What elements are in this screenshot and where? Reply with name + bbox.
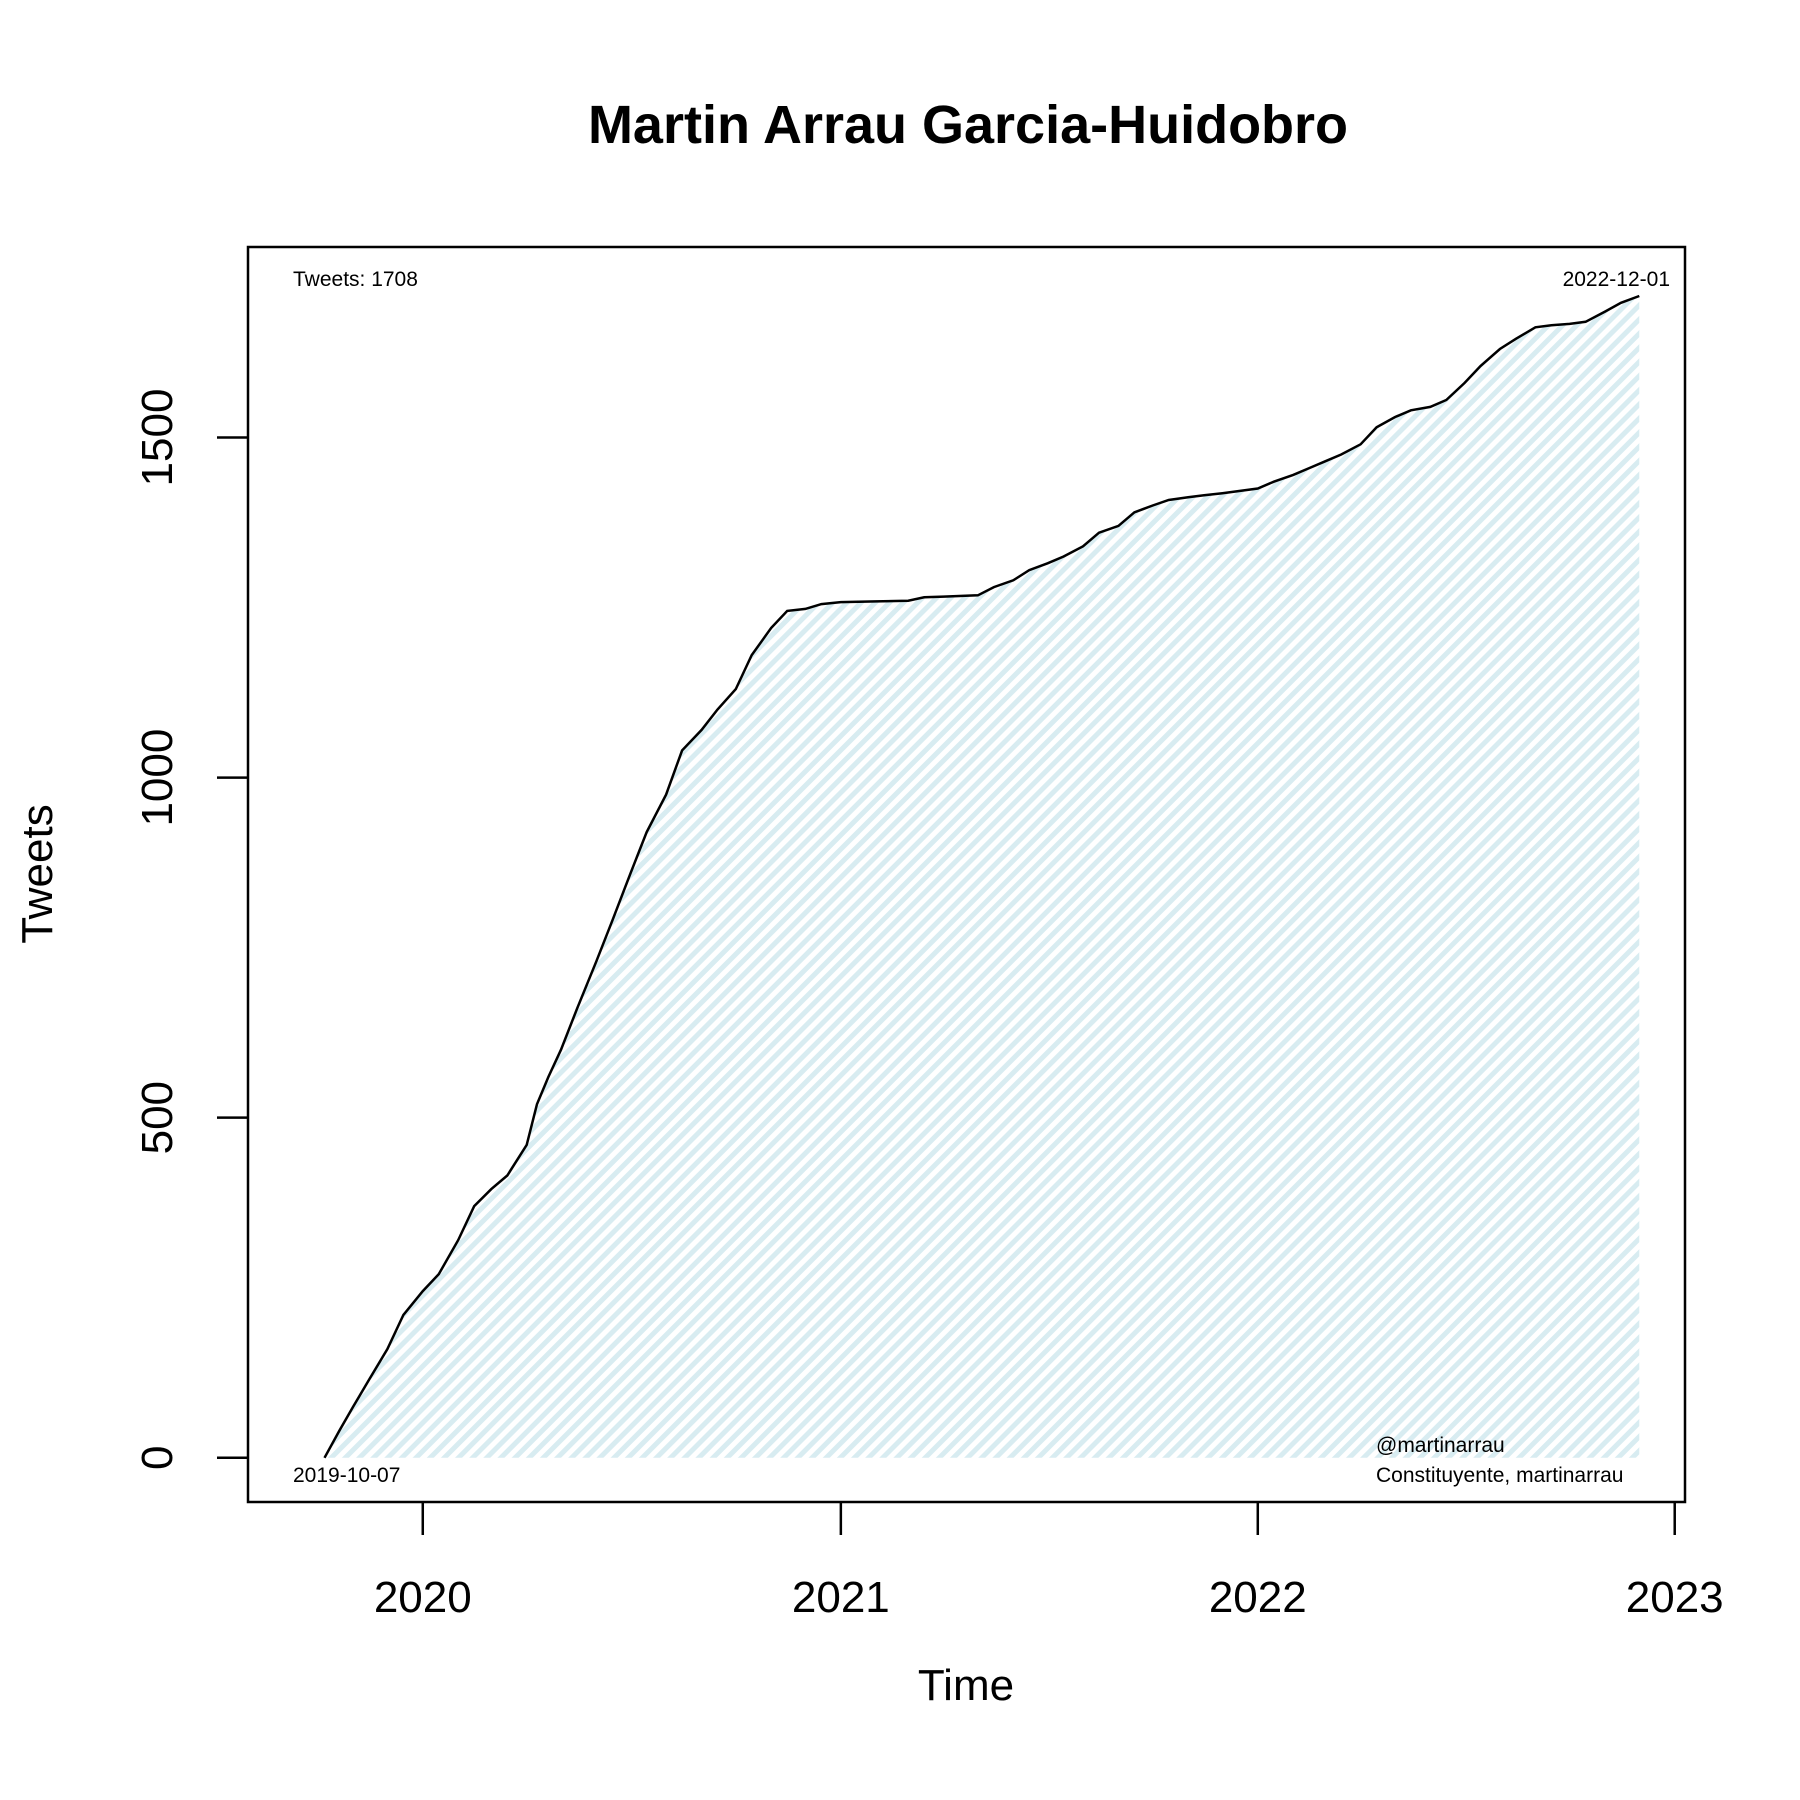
y-tick-label-1500: 1500 [133, 389, 182, 487]
plot-frame [246, 245, 1687, 1504]
x-axis: 2020 2021 2022 2023 [374, 1502, 1724, 1622]
start-date-annotation: 2019-10-07 [293, 1464, 400, 1487]
y-tick-label-1000: 1000 [133, 729, 182, 827]
y-tick-label-0: 0 [133, 1446, 182, 1470]
y-axis: 0 500 1000 1500 [133, 389, 248, 1470]
chart-title: Martin Arrau Garcia-Huidobro [588, 95, 1348, 155]
x-axis-title: Time [918, 1661, 1014, 1710]
x-tick-label-2022: 2022 [1209, 1573, 1307, 1622]
cumulative-area [324, 296, 1640, 1458]
x-tick-label-2021: 2021 [792, 1573, 890, 1622]
description-annotation: Constituyente, martinarrau [1376, 1464, 1623, 1487]
end-date-annotation: 2022-12-01 [1563, 268, 1670, 291]
handle-annotation: @martinarrau [1376, 1434, 1505, 1457]
total-tweets-annotation: Tweets: 1708 [293, 268, 418, 291]
x-tick-label-2023: 2023 [1626, 1573, 1724, 1622]
cumulative-tweets-line [323, 294, 1640, 1459]
x-tick-label-2020: 2020 [374, 1573, 472, 1622]
y-axis-title: Tweets [13, 804, 62, 943]
y-tick-label-500: 500 [133, 1081, 182, 1154]
plot-area [323, 294, 1640, 1459]
